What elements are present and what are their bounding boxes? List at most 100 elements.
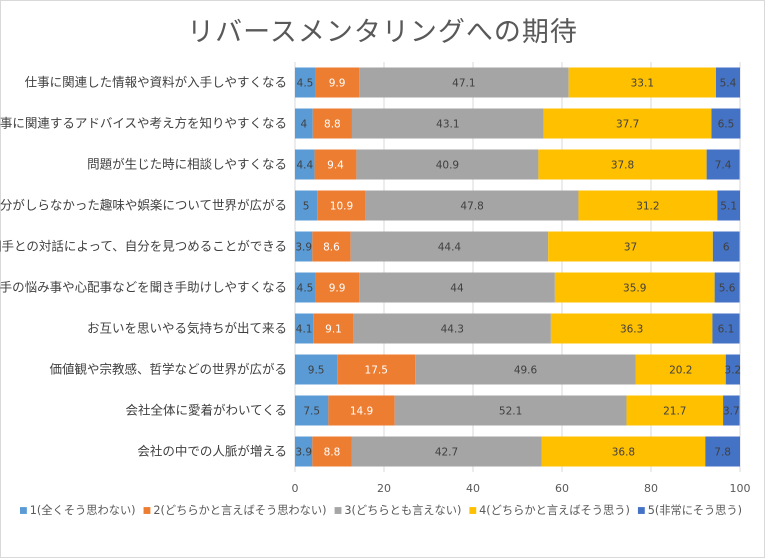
bar-segment	[415, 354, 636, 385]
data-label: 3.2	[725, 365, 742, 377]
bar-segment	[314, 149, 357, 180]
category-labels: 仕事に関連した情報や資料が入手しやすくなる仕事に関連するアドバイスや考え方を知り…	[0, 75, 287, 459]
legend-swatch	[20, 507, 27, 514]
data-label: 9.9	[329, 283, 346, 295]
x-tick-label: 100	[730, 482, 751, 495]
legend-label: 4(どちらかと言えばそう思う)	[479, 504, 630, 517]
x-axis-ticks: 0 20 40 60 80 100	[292, 482, 751, 495]
x-tick-label: 20	[377, 482, 391, 495]
bar-segment	[312, 436, 352, 467]
bar-segment	[312, 231, 351, 262]
data-label: 8.6	[323, 242, 340, 254]
data-label: 40.9	[436, 160, 459, 172]
bar-segment	[543, 108, 712, 139]
data-label: 5	[303, 201, 310, 213]
category-label: 問題が生じた時に相談しやすくなる	[87, 157, 287, 172]
bar-segment	[295, 190, 318, 221]
bar-segment	[723, 395, 740, 426]
data-label: 36.3	[620, 324, 643, 336]
bar-segment	[353, 313, 551, 344]
bar-segment	[295, 436, 313, 467]
bar-segment	[554, 272, 715, 303]
bars-group: 4.5 9.9 47.1 33.1 5.4 4 8.8 43.1 37.7 6.5 4.4 9.4 40…	[295, 67, 742, 467]
category-label: お互いを思いやる気持ちが出て来る	[87, 321, 287, 336]
bar-segment	[635, 354, 726, 385]
x-tick-label: 60	[555, 482, 569, 495]
data-label: 36.8	[612, 447, 635, 459]
data-label: 9.4	[327, 160, 344, 172]
data-label: 21.7	[663, 406, 686, 418]
bar-segment	[317, 190, 366, 221]
bar-segment	[295, 354, 338, 385]
data-label: 37	[624, 242, 637, 254]
bar-segment	[295, 149, 315, 180]
category-label: 相手の悩み事や心配事などを聞き手助けしやすくなる	[0, 280, 287, 295]
category-label: 価値観や宗教感、哲学などの世界が広がる	[49, 362, 287, 377]
bar-segment	[312, 108, 352, 139]
data-label: 9.1	[325, 324, 342, 336]
data-label: 3.9	[295, 242, 312, 254]
category-label: 仕事に関連するアドバイスや考え方を知りやすくなる	[0, 116, 287, 131]
data-label: 6.5	[718, 119, 735, 131]
data-label: 17.5	[365, 365, 388, 377]
category-label: 相手との対話によって、自分を見つめることができる	[0, 239, 287, 254]
x-tick-label: 80	[644, 482, 658, 495]
data-label: 44.4	[438, 242, 462, 254]
data-label: 9.9	[329, 78, 346, 90]
data-label: 44	[450, 283, 464, 295]
bar-segment	[578, 190, 718, 221]
legend: 1(全くそう思わない) 2(どちらかと言えばそう思わない) 3(どちらとも言えない)…	[20, 503, 742, 517]
bar-segment	[538, 149, 707, 180]
bar-segment	[337, 354, 416, 385]
data-label: 44.3	[441, 324, 464, 336]
category-label: 会社全体に愛着がわいてくる	[125, 403, 287, 418]
bar-segment	[315, 67, 360, 98]
data-label: 7.4	[715, 160, 732, 172]
bar-segment	[541, 436, 706, 467]
legend-swatch	[143, 507, 151, 514]
bar-segment	[711, 108, 741, 139]
legend-label: 2(どちらかと言えばそう思わない)	[153, 504, 326, 517]
data-label: 4	[301, 119, 308, 131]
data-label: 7.8	[714, 447, 731, 459]
bar-segment	[328, 395, 395, 426]
data-label: 33.1	[631, 78, 654, 90]
bar-segment	[715, 67, 740, 98]
bar-segment	[351, 436, 542, 467]
category-label: 会社の中での人脈が増える	[137, 444, 287, 459]
data-label: 20.2	[669, 365, 692, 377]
bar-segment	[295, 231, 313, 262]
data-label: 8.8	[324, 447, 341, 459]
legend-label: 5(非常にそう思う)	[648, 504, 742, 517]
legend-swatch	[334, 507, 342, 514]
bar-segment	[315, 272, 360, 303]
bar-segment	[568, 67, 716, 98]
bar-segment	[717, 190, 740, 221]
data-label: 4.4	[296, 160, 313, 172]
data-label: 37.8	[611, 160, 634, 172]
bar-segment	[356, 149, 539, 180]
bar-segment	[295, 67, 316, 98]
bar-segment	[705, 436, 740, 467]
bar-segment	[350, 231, 549, 262]
legend-label: 1(全くそう思わない)	[30, 503, 136, 517]
bar-segment	[295, 108, 313, 139]
data-label: 37.7	[616, 119, 639, 131]
data-label: 4.5	[297, 283, 314, 295]
bar-segment	[712, 231, 740, 262]
bar-segment	[313, 313, 354, 344]
legend-label: 3(どちらとも言えない)	[344, 504, 461, 517]
data-label: 4.1	[296, 324, 313, 336]
data-label: 3.7	[723, 406, 740, 418]
bar-segment	[626, 395, 724, 426]
data-label: 31.2	[636, 201, 659, 213]
bar-segment	[365, 190, 579, 221]
bar-segment	[351, 108, 544, 139]
data-label: 8.8	[324, 119, 341, 131]
bar-segment	[295, 272, 316, 303]
bar-segment	[394, 395, 627, 426]
bar-segment	[725, 354, 740, 385]
chart-title: リバースメンタリングへの期待	[187, 17, 578, 48]
bar-segment	[359, 67, 569, 98]
data-label: 7.5	[303, 406, 320, 418]
